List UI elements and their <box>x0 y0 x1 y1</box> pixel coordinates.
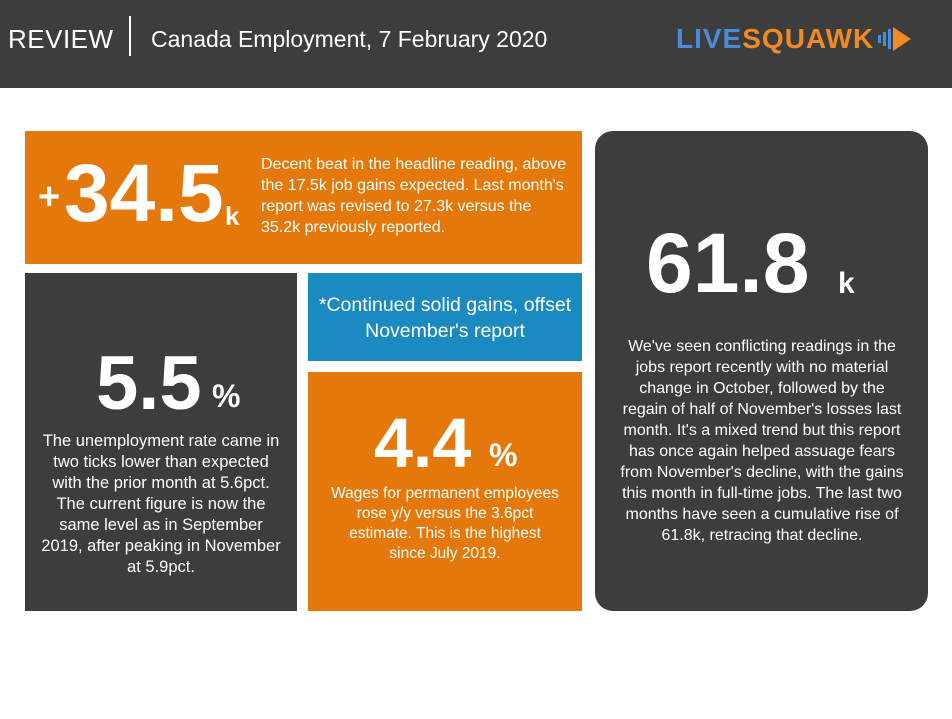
headline-unit: k <box>225 201 240 231</box>
wages-value: 4.4 <box>374 404 472 482</box>
unemployment-unit: % <box>212 378 241 414</box>
wages-card: 4.4 % Wages for permanent employees rose… <box>308 372 582 611</box>
header-bar: REVIEW Canada Employment, 7 February 202… <box>0 0 952 88</box>
section-label: REVIEW <box>8 24 114 54</box>
page-title: Canada Employment, 7 February 2020 <box>151 26 548 52</box>
logo-text-live: LIVE <box>676 23 743 54</box>
summary-text: *Continued solid gains, offset November'… <box>318 294 572 342</box>
cumulative-value: 61.8 <box>646 216 810 310</box>
summary-card: *Continued solid gains, offset November'… <box>308 273 582 361</box>
cumulative-unit: k <box>838 267 855 300</box>
livesquawk-logo: LIVE SQUAWK <box>676 22 912 56</box>
speaker-wave-icon <box>878 27 912 51</box>
cumulative-description: We've seen conflicting readings in the j… <box>620 338 904 544</box>
wages-unit: % <box>489 437 518 473</box>
headline-sign: + <box>38 176 61 218</box>
headline-value: 34.5 <box>64 148 224 239</box>
header-divider <box>129 16 131 56</box>
unemployment-card: 5.5 % The unemployment rate came in two … <box>25 273 297 611</box>
unemployment-value: 5.5 <box>96 341 202 426</box>
unemployment-description: The unemployment rate came in two ticks … <box>41 432 281 576</box>
cumulative-card: 61.8 k We've seen conflicting readings i… <box>595 131 928 611</box>
wages-description: Wages for permanent employees rose y/y v… <box>331 485 559 562</box>
headline-description: Decent beat in the headline reading, abo… <box>261 156 567 236</box>
logo-text-squawk: SQUAWK <box>742 23 875 54</box>
headline-jobs-card: + 34.5 k Decent beat in the headline rea… <box>25 131 582 264</box>
